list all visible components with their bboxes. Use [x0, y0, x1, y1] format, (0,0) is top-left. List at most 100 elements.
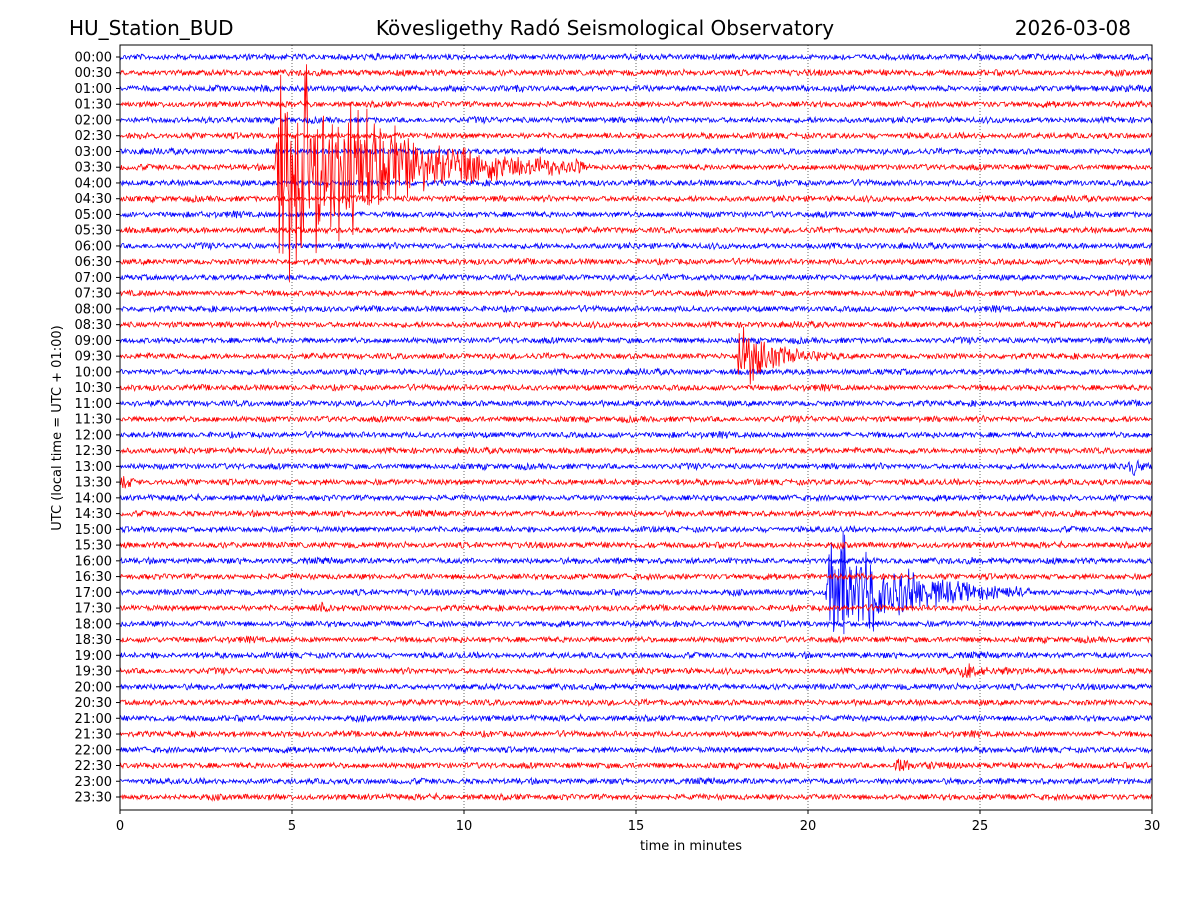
- trace-1400: [120, 492, 1152, 503]
- trace-0300: [120, 146, 1152, 157]
- chart-title: Kövesligethy Radó Seismological Observat…: [376, 16, 834, 40]
- trace-0700: [120, 272, 1152, 283]
- trace-1500: [120, 524, 1152, 534]
- y-tick-label: 22:00: [75, 743, 112, 758]
- trace-1800: [120, 619, 1152, 629]
- x-tick-label: 0: [116, 819, 124, 834]
- y-tick-label: 17:00: [75, 586, 112, 601]
- trace-2030: [120, 697, 1152, 708]
- trace-1530: [120, 539, 1152, 551]
- trace-0630: [120, 257, 1152, 267]
- trace-2000: [120, 682, 1152, 692]
- trace-1230: [120, 445, 1152, 456]
- trace-0330: [120, 64, 1152, 283]
- trace-0830: [120, 320, 1152, 330]
- y-tick-label: 16:00: [75, 554, 112, 569]
- y-tick-label: 12:30: [75, 444, 112, 459]
- trace-0730: [120, 288, 1152, 298]
- y-tick-label: 10:30: [75, 381, 112, 396]
- y-tick-label: 05:30: [75, 224, 112, 239]
- y-tick-label: 09:00: [75, 334, 112, 349]
- trace-1630: [120, 571, 1152, 582]
- trace-1700: [120, 531, 1152, 635]
- trace-1730: [120, 601, 1152, 613]
- y-tick-label: 04:30: [75, 192, 112, 207]
- trace-1430: [120, 509, 1152, 518]
- y-tick-label: 14:30: [75, 507, 112, 522]
- trace-0230: [120, 131, 1152, 141]
- trace-1000: [120, 367, 1152, 377]
- trace-0030: [120, 68, 1152, 78]
- y-tick-label: 17:30: [75, 602, 112, 617]
- y-tick-label: 13:30: [75, 476, 112, 491]
- y-tick-label: 05:00: [75, 208, 112, 223]
- y-tick-label: 19:00: [75, 649, 112, 664]
- x-tick-label: 15: [628, 819, 645, 834]
- trace-0800: [120, 304, 1152, 314]
- trace-1130: [120, 414, 1152, 424]
- trace-1300: [120, 459, 1152, 476]
- trace-0130: [120, 99, 1152, 109]
- y-tick-label: 22:30: [75, 759, 112, 774]
- y-tick-label: 11:30: [75, 413, 112, 428]
- trace-0900: [120, 336, 1152, 346]
- y-tick-label: 11:00: [75, 397, 112, 412]
- y-axis-label: UTC (local time = UTC + 01:00): [50, 325, 65, 530]
- y-tick-label: 07:30: [75, 287, 112, 302]
- y-tick-label: 15:00: [75, 523, 112, 538]
- y-tick-label: 18:30: [75, 633, 112, 648]
- x-tick-label: 5: [288, 819, 296, 834]
- y-tick-label: 18:00: [75, 617, 112, 632]
- y-tick-label: 02:30: [75, 129, 112, 144]
- y-tick-label: 04:00: [75, 176, 112, 191]
- y-tick-label: 08:00: [75, 302, 112, 317]
- y-tick-label: 21:30: [75, 728, 112, 743]
- y-tick-label: 06:00: [75, 239, 112, 254]
- trace-2130: [120, 729, 1152, 739]
- y-tick-label: 00:00: [75, 51, 112, 66]
- x-tick-label: 20: [800, 819, 817, 834]
- date-title: 2026-03-08: [1015, 16, 1131, 40]
- y-tick-label: 10:00: [75, 365, 112, 380]
- trace-1830: [120, 635, 1152, 645]
- y-tick-label: 19:30: [75, 665, 112, 680]
- y-tick-label: 20:00: [75, 680, 112, 695]
- y-tick-label: 13:00: [75, 460, 112, 475]
- trace-0530: [120, 225, 1152, 235]
- x-tick-label: 25: [972, 819, 989, 834]
- trace-0100: [120, 83, 1152, 94]
- trace-1200: [120, 430, 1152, 440]
- y-tick-label: 20:30: [75, 696, 112, 711]
- trace-0000: [120, 52, 1152, 62]
- x-tick-label: 10: [456, 819, 473, 834]
- y-tick-label: 23:00: [75, 775, 112, 790]
- y-tick-label: 07:00: [75, 271, 112, 286]
- trace-1330: [120, 476, 1152, 489]
- trace-1100: [120, 398, 1152, 408]
- x-axis-label: time in minutes: [640, 839, 742, 854]
- y-tick-label: 03:00: [75, 145, 112, 160]
- trace-2330: [120, 791, 1152, 802]
- trace-0600: [120, 241, 1152, 251]
- trace-2200: [120, 745, 1152, 755]
- y-tick-label: 00:30: [75, 66, 112, 81]
- trace-1030: [120, 383, 1152, 393]
- trace-2100: [120, 713, 1152, 724]
- trace-2300: [120, 776, 1152, 786]
- y-tick-label: 16:30: [75, 570, 112, 585]
- x-tick-label: 30: [1144, 819, 1161, 834]
- trace-0200: [120, 115, 1152, 125]
- y-tick-label: 08:30: [75, 318, 112, 333]
- trace-0930: [120, 326, 1152, 385]
- trace-1930: [120, 663, 1152, 678]
- y-tick-label: 09:30: [75, 350, 112, 365]
- y-tick-label: 12:00: [75, 428, 112, 443]
- y-tick-label: 23:30: [75, 791, 112, 806]
- y-tick-label: 01:30: [75, 98, 112, 113]
- y-tick-label: 02:00: [75, 113, 112, 128]
- trace-1600: [120, 556, 1152, 566]
- y-tick-label: 01:00: [75, 82, 112, 97]
- trace-2230: [120, 758, 1152, 772]
